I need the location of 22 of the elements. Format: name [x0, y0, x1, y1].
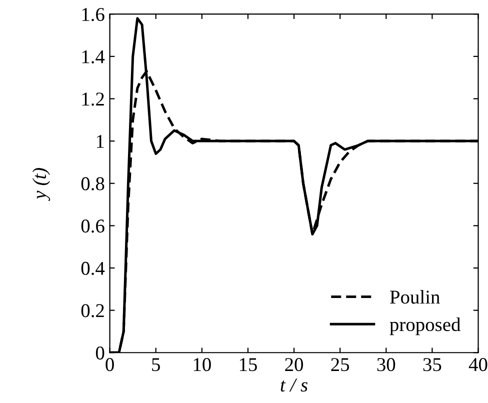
y-tick-label: 0 — [96, 346, 104, 360]
x-axis-title: t / s — [280, 378, 308, 392]
x-tick-label: 15 — [240, 358, 257, 372]
y-tick-label: 0.8 — [81, 177, 104, 190]
legend-label: Poulin — [390, 290, 440, 304]
x-tick-label: 5 — [152, 358, 160, 372]
y-axis-title: y (t) — [32, 168, 50, 201]
x-tick-label: 35 — [423, 358, 442, 372]
y-tick-label: 0.2 — [81, 304, 104, 318]
y-tick-label: 1.4 — [82, 50, 105, 64]
legend-label: proposed — [390, 317, 460, 336]
x-tick-label: 10 — [194, 358, 211, 372]
x-tick-label: 30 — [377, 358, 396, 372]
y-tick-label: 1.6 — [82, 8, 104, 22]
x-tick-label: 0 — [106, 358, 114, 372]
y-tick-label: 1.2 — [82, 92, 104, 106]
x-tick-label: 25 — [331, 358, 350, 372]
y-tick-label: 0.6 — [81, 219, 104, 233]
y-tick-label: 0.4 — [81, 262, 105, 276]
x-tick-label: 40 — [468, 358, 488, 372]
y-tick-label: 1 — [96, 134, 104, 148]
x-tick-label: 20 — [285, 358, 303, 372]
